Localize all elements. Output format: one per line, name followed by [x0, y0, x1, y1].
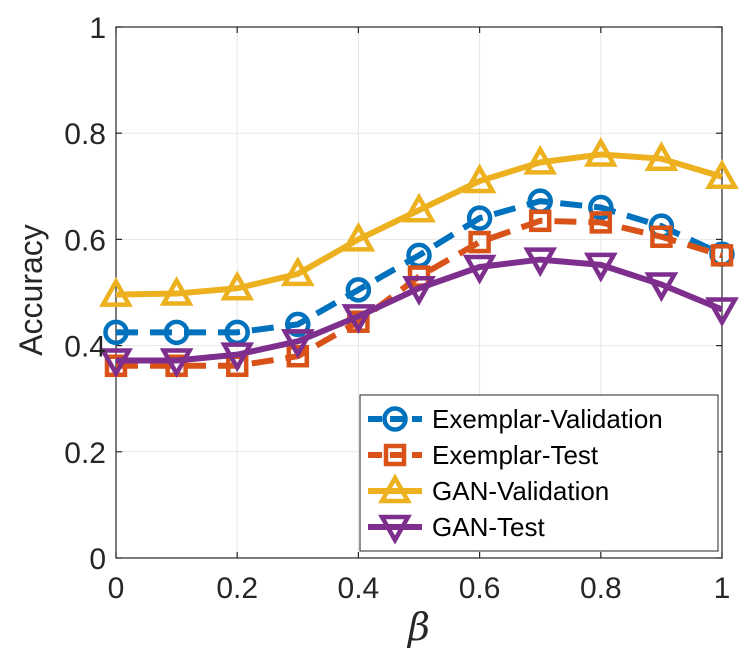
- x-axis-label: β: [406, 605, 430, 649]
- data-point-gan-validation: [341, 221, 376, 252]
- data-point-gan-test: [159, 348, 194, 379]
- data-point-gan-validation: [220, 270, 255, 301]
- data-point-gan-validation: [402, 192, 436, 223]
- data-point-gan-validation: [644, 141, 679, 171]
- data-point-exemplar-test: [710, 244, 734, 267]
- legend-marker-gan-validation: [378, 473, 412, 504]
- legend-marker-gan-test: [378, 514, 412, 545]
- data-point-gan-test: [280, 329, 315, 359]
- x-tick-label: 0.8: [580, 572, 622, 605]
- data-point-gan-validation: [705, 159, 739, 189]
- data-point-exemplar-test: [650, 225, 673, 248]
- data-point-exemplar-validation: [163, 319, 190, 346]
- y-tick-label: 0.8: [64, 118, 106, 151]
- data-point-gan-validation: [523, 144, 558, 175]
- series-gan-validation: [99, 136, 739, 307]
- y-tick-label: 0.2: [64, 437, 106, 470]
- legend-label-gan-validation: GAN-Validation: [432, 476, 609, 506]
- data-point-exemplar-validation: [345, 277, 372, 303]
- data-point-exemplar-validation: [285, 311, 311, 338]
- data-point-gan-validation: [462, 163, 497, 194]
- data-point-gan-test: [402, 276, 436, 306]
- data-point-gan-test: [220, 342, 255, 373]
- data-point-gan-test: [583, 252, 618, 283]
- y-tick-label: 0: [89, 543, 106, 576]
- legend-label-gan-test: GAN-Test: [432, 512, 545, 542]
- x-tick-label: 0: [108, 572, 125, 605]
- legend: Exemplar-Validation Exemplar-Test GAN-Vali…: [359, 394, 719, 552]
- series-group: [99, 136, 739, 379]
- data-point-gan-test: [341, 304, 376, 334]
- data-point-exemplar-test: [589, 211, 613, 234]
- x-tick-label: 0.6: [459, 572, 501, 605]
- legend-label-exemplar-test: Exemplar-Test: [432, 440, 599, 470]
- data-point-exemplar-test: [468, 230, 491, 254]
- series-line-exemplar-validation: [116, 198, 724, 336]
- data-point-gan-validation: [583, 136, 618, 167]
- data-point-gan-test: [523, 247, 558, 278]
- y-tick-label: 0.6: [64, 224, 106, 257]
- data-point-gan-validation: [99, 277, 133, 307]
- data-point-gan-test: [99, 348, 133, 379]
- y-tick-label: 0.4: [64, 331, 106, 364]
- legend-marker-exemplar-test: [383, 443, 407, 467]
- data-point-exemplar-test: [528, 209, 552, 233]
- data-point-gan-test: [705, 297, 739, 328]
- data-point-exemplar-validation: [466, 205, 493, 231]
- series-line-gan-test: [116, 256, 724, 364]
- legend-marker-exemplar-validation: [382, 406, 408, 432]
- data-point-gan-test: [644, 272, 679, 303]
- tick-labels: 0 0.2 0.4 0.6 0.8 1 0 0.2 0.4 0.6 0.8 1: [64, 12, 730, 605]
- series-gan-test: [99, 247, 739, 379]
- y-axis-label: Accuracy: [13, 224, 49, 356]
- x-tick-label: 1: [714, 572, 731, 605]
- data-point-gan-validation: [159, 275, 194, 306]
- data-point-gan-test: [462, 254, 497, 285]
- legend-label-exemplar-validation: Exemplar-Validation: [432, 404, 663, 434]
- data-point-gan-validation: [280, 256, 315, 287]
- x-tick-label: 0.2: [216, 572, 258, 605]
- data-point-exemplar-validation: [588, 194, 614, 221]
- x-tick-label: 0.4: [338, 572, 380, 605]
- series-line-gan-validation: [115, 151, 723, 298]
- data-point-exemplar-test: [286, 344, 310, 368]
- data-point-exemplar-validation: [103, 319, 129, 346]
- y-tick-label: 1: [89, 12, 106, 45]
